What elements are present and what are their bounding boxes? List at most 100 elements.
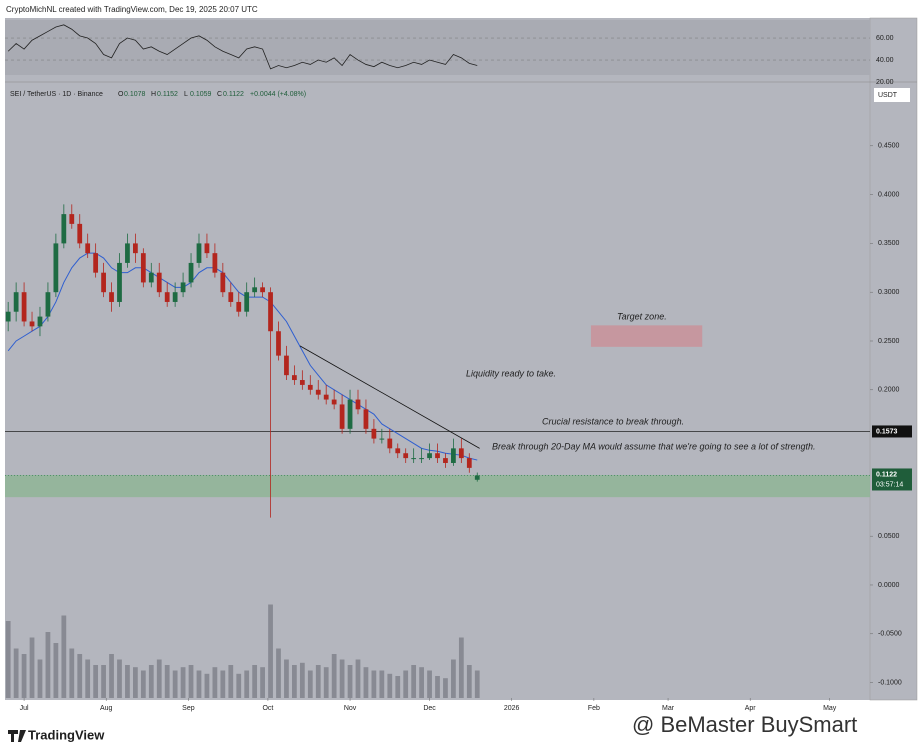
y-tick-label: -0.0500 [878,631,902,638]
symbol-info: SEI / TetherUS · 1D · Binance [10,91,103,98]
annotation: Crucial resistance to break through. [542,416,684,426]
volume-bar [188,665,194,698]
volume-bar [164,665,170,698]
volume-bar [403,670,409,698]
volume-bar [427,670,432,698]
volume-bar [315,665,321,698]
volume-bar [69,648,75,698]
volume-bar [395,676,401,698]
x-tick-label: Mar [662,705,675,712]
volume-bar [307,670,313,698]
volume-bar [466,665,472,698]
volume-bar [180,667,186,698]
candle-body [156,272,162,293]
volume-bar [125,665,130,698]
rsi-pane [5,20,870,75]
candle-body [5,311,11,322]
rsi-tick-label: 40.00 [876,57,894,64]
candle-body [133,243,138,254]
volume-bar [101,665,106,698]
volume-bar [244,670,250,698]
ohlc-key: L [184,91,188,98]
currency: USDT [878,92,898,99]
candle-body [387,438,393,449]
volume-bar [355,659,361,698]
candle-body [371,428,377,439]
candle-body [93,253,99,273]
volume-bar [339,659,345,698]
countdown: 03:57:14 [876,481,903,488]
chart-area [5,18,870,700]
candle-body [69,214,75,224]
candle-body [101,272,106,293]
header: CryptoMichNL created with TradingView.co… [6,5,258,14]
ohlc-value: 0.1122 [223,91,244,98]
candle-body [85,243,91,254]
candle-body [37,316,43,327]
candle-body [188,262,194,283]
annotation: Liquidity ready to take. [466,368,556,378]
candle-body [117,262,122,302]
volume-bar [5,621,11,698]
volume-bar [276,648,281,698]
volume-bar [458,637,464,698]
volume-bar [133,667,138,698]
volume-bar [268,604,273,698]
candle-body [13,292,19,312]
candle-body [284,355,289,376]
candle-body [395,448,401,454]
x-tick-label: May [823,705,837,712]
candle-body [355,399,361,410]
candle-body [466,458,472,468]
volume-bar [212,667,218,698]
ohlc-key: H [151,91,156,98]
volume-bar [411,665,417,698]
ma-line [7,252,478,461]
candle-body [379,438,385,440]
brand-logo [8,730,26,742]
candle-body [427,453,432,459]
candle-body [244,292,250,312]
candle-body [252,287,258,293]
x-tick-label: Jul [20,705,29,712]
volume-bar [236,673,242,698]
x-tick-label: Dec [423,705,436,712]
volume-bar [53,643,59,698]
x-tick-label: Sep [182,705,195,712]
candle-body [29,321,35,327]
candle-body [268,292,273,332]
volume-bar [387,673,393,698]
x-tick-label: Feb [588,705,600,712]
volume-bar [363,667,369,698]
candle-body [323,394,329,400]
volume-bar [21,654,27,698]
candle-body [21,292,27,322]
candle-body [172,292,178,302]
candle-body [435,453,440,459]
volume-bar [228,665,234,698]
y-tick-label: 0.0500 [878,533,900,540]
x-tick-label: Nov [344,705,357,712]
rsi-tick-label: 20.00 [876,79,894,86]
price-label-box [872,468,912,491]
candle-body [109,292,114,302]
y-tick-label: 0.4000 [878,191,900,198]
candle-body [228,292,234,302]
candle-body [61,214,67,244]
y-tick-label: 0.2500 [878,338,900,345]
candle-body [45,292,51,317]
x-tick-label: Aug [100,705,113,712]
volume-bar [284,659,289,698]
volume-bar [292,665,297,698]
y-tick-label: 0.3000 [878,289,900,296]
candle-body [347,399,353,429]
volume-bar [85,659,91,698]
annotation: Break through 20-Day MA would assume tha… [492,441,816,451]
y-tick-label: 0.2000 [878,387,900,394]
volume-bar [172,670,178,698]
price-label-box [872,425,912,438]
support-zone [5,474,870,498]
volume-bar [77,654,83,698]
